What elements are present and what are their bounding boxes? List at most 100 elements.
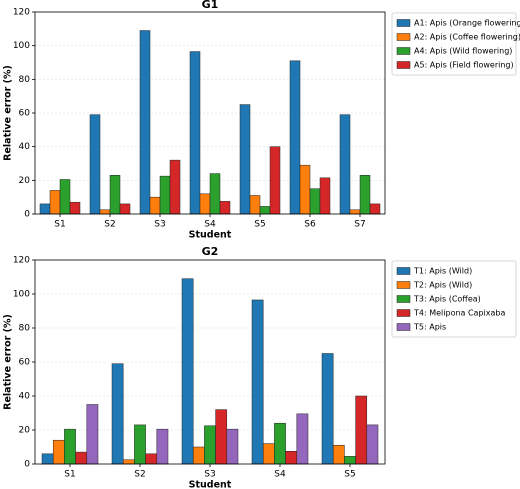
y-axis-label: Relative error (%): [3, 314, 14, 410]
legend-swatch: [396, 19, 411, 27]
legend-box: [391, 12, 517, 76]
y-tick-label: 120: [13, 8, 30, 18]
bar: [366, 424, 379, 465]
legend-label: A5: Apis (Field flowering): [414, 61, 514, 70]
x-tick-label: S1: [64, 470, 75, 480]
bar: [159, 175, 171, 215]
bar: [289, 60, 301, 215]
y-axis-label: Relative error (%): [3, 65, 14, 161]
x-tick-label: S2: [104, 220, 115, 230]
y-tick-label: 20: [19, 176, 31, 186]
bar: [349, 209, 361, 215]
bar: [99, 209, 111, 215]
bar: [69, 201, 81, 215]
bar: [309, 188, 321, 215]
legend-label: T1: Apis (Wild): [413, 267, 472, 276]
bar: [64, 428, 76, 465]
bar: [344, 456, 356, 465]
chart-title: G2: [202, 245, 219, 258]
bar: [274, 422, 286, 465]
bar: [249, 195, 261, 215]
x-tick-label: S5: [344, 470, 355, 480]
legend-label: T2: Apis (Wild): [413, 281, 472, 290]
x-tick-label: S3: [154, 220, 165, 230]
x-axis-label: Student: [189, 230, 232, 241]
plot-frame: [34, 11, 386, 215]
bar: [49, 190, 61, 215]
x-tick-label: S6: [304, 220, 316, 230]
chart-title: G1: [202, 0, 219, 11]
y-tick-label: 60: [19, 109, 31, 119]
bar: [339, 114, 351, 215]
y-tick-label: 0: [24, 460, 30, 470]
x-tick-label: S2: [134, 470, 145, 480]
bar: [199, 193, 211, 215]
bar: [226, 428, 239, 465]
bar: [299, 164, 311, 215]
legend-swatch: [396, 323, 411, 331]
bar: [369, 203, 381, 215]
bar: [52, 439, 65, 465]
bar: [204, 425, 216, 465]
x-tick-label: S7: [354, 220, 365, 230]
bar: [75, 451, 88, 465]
legend-label: A2: Apis (Coffee flowering): [414, 33, 520, 42]
y-tick-label: 60: [19, 358, 31, 368]
bar: [192, 446, 205, 465]
x-tick-label: S4: [274, 470, 286, 480]
legend-swatch: [396, 61, 411, 69]
legend-label: A1: Apis (Orange flowering): [414, 19, 520, 28]
bar: [145, 453, 158, 465]
legend-swatch: [396, 309, 411, 317]
bar: [119, 203, 131, 215]
legend-swatch: [396, 295, 411, 303]
legend-label: T5: Apis: [413, 323, 446, 332]
y-tick-label: 20: [19, 426, 31, 436]
bar: [209, 173, 221, 215]
bar: [355, 395, 368, 465]
y-tick-label: 80: [19, 324, 31, 334]
x-axis-label: Student: [189, 480, 232, 489]
y-tick-label: 100: [13, 290, 30, 300]
bar: [86, 404, 99, 465]
bar: [259, 206, 271, 215]
bar: [111, 363, 124, 465]
bar: [215, 409, 228, 465]
x-tick-label: S5: [254, 220, 265, 230]
bar: [59, 179, 71, 215]
bar: [269, 146, 281, 215]
bar: [319, 177, 331, 215]
y-tick-label: 80: [19, 75, 31, 85]
legend-swatch: [396, 267, 411, 275]
bar: [109, 175, 121, 215]
plot-frame: [34, 259, 386, 465]
x-tick-label: S4: [204, 220, 216, 230]
legend-swatch: [396, 47, 411, 55]
bar: [359, 175, 371, 215]
x-tick-label: S3: [204, 470, 215, 480]
legend-label: T4: Melipona Capixaba: [413, 309, 505, 318]
bar: [89, 114, 101, 215]
legend-box: [391, 260, 517, 338]
bar: [189, 51, 201, 215]
y-tick-label: 100: [13, 41, 30, 51]
bar: [41, 453, 54, 465]
y-tick-label: 120: [13, 256, 30, 266]
bar: [39, 203, 51, 215]
bar: [296, 413, 309, 465]
bar: [169, 159, 181, 215]
bar: [321, 353, 334, 465]
bar: [285, 451, 298, 465]
x-tick-label: S1: [54, 220, 65, 230]
legend-swatch: [396, 33, 411, 41]
bar: [262, 443, 275, 465]
y-tick-label: 0: [24, 210, 30, 220]
bar: [139, 30, 151, 215]
y-tick-label: 40: [19, 142, 31, 152]
legend-label: T3: Apis (Coffea): [413, 295, 481, 304]
y-tick-label: 40: [19, 392, 31, 402]
bar: [134, 424, 146, 465]
legend-swatch: [396, 281, 411, 289]
bar: [156, 428, 169, 465]
